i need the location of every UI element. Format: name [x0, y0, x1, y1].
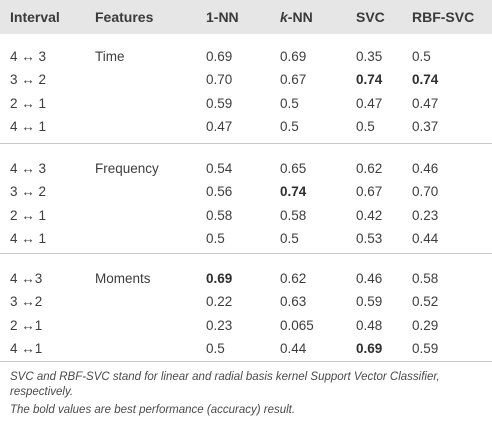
cell-rbf: 0.5 — [412, 49, 431, 64]
cell-svc: 0.53 — [356, 230, 383, 246]
cell-interval: 4 ↔3 — [10, 271, 43, 286]
cell-interval: 3 ↔ 2 — [10, 72, 47, 88]
cell-interval: 3 ↔2 — [10, 294, 43, 310]
cell-knn: 0.74 — [280, 184, 307, 200]
cell-nn1: 0.5 — [206, 340, 225, 356]
cell-interval: 4 ↔ 3 — [10, 161, 47, 176]
cell-svc: 0.74 — [356, 72, 383, 88]
cell-feature: Moments — [95, 271, 151, 286]
header-knn-k: k — [280, 9, 288, 25]
cell-svc: 0.46 — [356, 271, 383, 286]
cell-svc: 0.42 — [356, 207, 383, 223]
table-header: Interval Features 1-NN k-NN SVC RBF-SVC — [0, 0, 492, 34]
cell-svc: 0.67 — [356, 184, 383, 200]
cell-knn: 0.65 — [280, 161, 307, 176]
header-1nn: 1-NN — [206, 9, 239, 25]
cell-knn: 0.5 — [280, 118, 299, 134]
cell-knn: 0.67 — [280, 72, 307, 88]
cell-interval: 2 ↔ 1 — [10, 207, 47, 223]
cell-interval: 2 ↔1 — [10, 317, 43, 333]
cell-rbf: 0.23 — [412, 207, 439, 223]
cell-rbf: 0.52 — [412, 294, 439, 310]
table-bottom-rule — [0, 361, 492, 362]
cell-interval: 4 ↔ 3 — [10, 49, 47, 64]
header-knn: k-NN — [280, 9, 313, 25]
cell-interval: 4 ↔1 — [10, 340, 43, 356]
cell-knn: 0.62 — [280, 271, 307, 286]
cell-svc: 0.69 — [356, 340, 383, 356]
footnote-line-1: SVC and RBF-SVC stand for linear and rad… — [10, 371, 440, 383]
cell-svc: 0.62 — [356, 161, 383, 176]
cell-svc: 0.48 — [356, 317, 383, 333]
cell-rbf: 0.70 — [412, 184, 439, 200]
cell-svc: 0.5 — [356, 118, 375, 134]
cell-nn1: 0.54 — [206, 161, 233, 176]
cell-nn1: 0.69 — [206, 49, 233, 64]
cell-knn: 0.44 — [280, 340, 307, 356]
cell-rbf: 0.46 — [412, 161, 439, 176]
header-knn-rest: -NN — [287, 9, 313, 25]
cell-rbf: 0.44 — [412, 230, 439, 246]
cell-svc: 0.47 — [356, 95, 383, 111]
group-separator — [0, 253, 492, 254]
cell-nn1: 0.47 — [206, 118, 233, 134]
header-interval: Interval — [10, 9, 60, 25]
cell-knn: 0.58 — [280, 207, 307, 223]
group-separator — [0, 143, 492, 144]
header-rbf-svc: RBF-SVC — [412, 9, 475, 25]
cell-nn1: 0.70 — [206, 72, 233, 88]
cell-rbf: 0.37 — [412, 118, 439, 134]
cell-rbf: 0.59 — [412, 340, 439, 356]
cell-nn1: 0.5 — [206, 230, 225, 246]
cell-nn1: 0.59 — [206, 95, 233, 111]
footnote-line-2: respectively. — [10, 386, 74, 398]
cell-interval: 4 ↔ 1 — [10, 230, 47, 246]
cell-rbf: 0.47 — [412, 95, 439, 111]
cell-knn: 0.5 — [280, 95, 299, 111]
cell-svc: 0.59 — [356, 294, 383, 310]
footnote-line-3: The bold values are best performance (ac… — [10, 404, 296, 416]
cell-nn1: 0.23 — [206, 317, 233, 333]
cell-svc: 0.35 — [356, 49, 383, 64]
cell-interval: 2 ↔ 1 — [10, 95, 47, 111]
cell-rbf: 0.29 — [412, 317, 439, 333]
cell-nn1: 0.22 — [206, 294, 233, 310]
cell-knn: 0.63 — [280, 294, 307, 310]
cell-interval: 4 ↔ 1 — [10, 118, 47, 134]
cell-nn1: 0.56 — [206, 184, 233, 200]
cell-knn: 0.69 — [280, 49, 307, 64]
cell-nn1: 0.58 — [206, 207, 233, 223]
cell-interval: 3 ↔ 2 — [10, 184, 47, 200]
cell-rbf: 0.58 — [412, 271, 439, 286]
cell-nn1: 0.69 — [206, 271, 233, 286]
cell-knn: 0.065 — [280, 317, 314, 333]
cell-knn: 0.5 — [280, 230, 299, 246]
cell-rbf: 0.74 — [412, 72, 439, 88]
header-svc: SVC — [356, 9, 385, 25]
header-features: Features — [95, 9, 154, 25]
cell-feature: Frequency — [95, 161, 159, 176]
cell-feature: Time — [95, 49, 125, 64]
